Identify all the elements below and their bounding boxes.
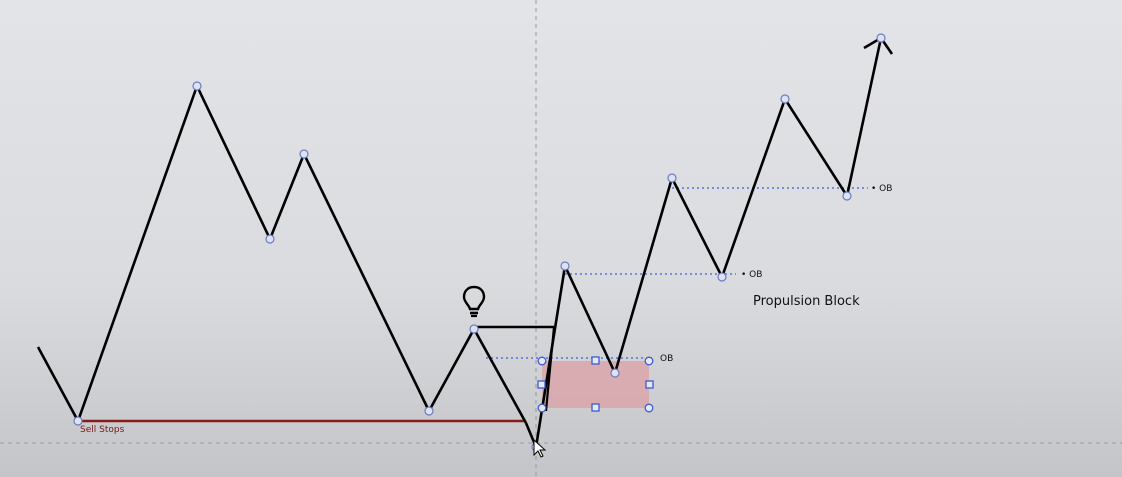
swing-node[interactable] [780, 94, 790, 104]
block-handles [537, 356, 654, 413]
swing-node[interactable] [192, 81, 202, 91]
lightbulb-icon [462, 285, 486, 318]
price-path [36, 82, 528, 425]
impulse-leg-extra [544, 326, 556, 412]
order-block-rectangle[interactable] [542, 361, 649, 408]
block-handle-edge[interactable] [591, 403, 600, 412]
swing-node[interactable] [667, 173, 677, 183]
ob-label-2: • OB [741, 270, 762, 280]
sell-stops-label: Sell Stops [80, 425, 125, 435]
block-handle-edge[interactable] [537, 380, 546, 389]
block-handle-corner[interactable] [537, 403, 547, 413]
block-handle-corner[interactable] [644, 403, 654, 413]
ob-label-1: • OB [871, 184, 892, 194]
block-handle-corner[interactable] [537, 356, 547, 366]
swing-node[interactable] [876, 33, 886, 43]
swing-node[interactable] [299, 149, 309, 159]
swing-node[interactable] [469, 324, 479, 334]
propulsion-block-label: Propulsion Block [753, 294, 860, 309]
ob-label-3: OB [660, 354, 673, 364]
block-handle-edge[interactable] [645, 380, 654, 389]
swing-node[interactable] [73, 416, 83, 426]
block-handle-edge[interactable] [591, 356, 600, 365]
swing-node[interactable] [560, 261, 570, 271]
swing-node[interactable] [265, 234, 275, 244]
mouse-cursor-icon [533, 438, 547, 458]
price-path-impulse [534, 37, 883, 448]
swing-node[interactable] [424, 406, 434, 416]
block-handle-corner[interactable] [644, 356, 654, 366]
swing-node[interactable] [717, 272, 727, 282]
swing-node[interactable] [610, 368, 620, 378]
swing-node[interactable] [842, 191, 852, 201]
